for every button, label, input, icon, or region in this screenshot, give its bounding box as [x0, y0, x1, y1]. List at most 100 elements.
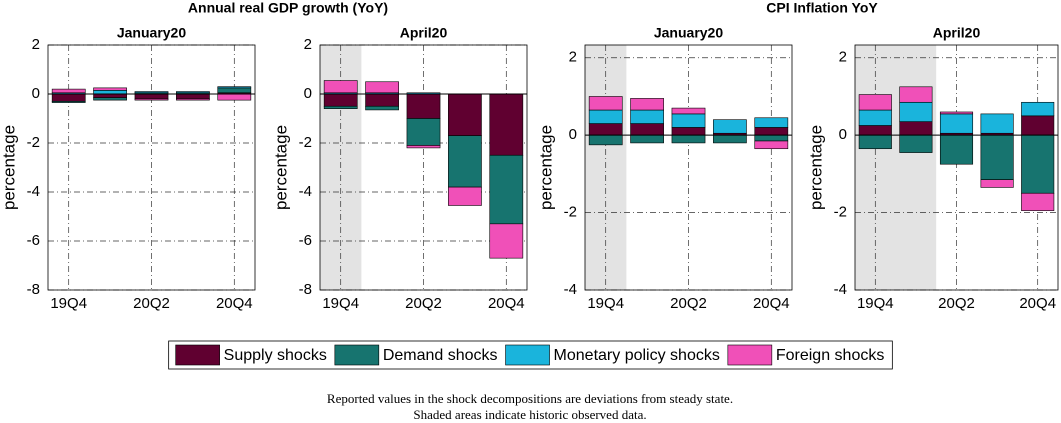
bar-segment	[365, 81, 399, 94]
x-tick-label: 20Q4	[216, 295, 253, 312]
y-axis-label: percentage	[806, 125, 825, 210]
bar-segment	[176, 98, 210, 101]
bar-segment	[939, 111, 974, 115]
bar-segment	[588, 96, 623, 111]
bar-segment	[217, 93, 252, 101]
legend-swatch	[505, 344, 550, 366]
axes-box	[47, 44, 256, 291]
bar-segment	[754, 140, 789, 150]
y-tick-label: 2	[839, 49, 847, 66]
bar-segment	[588, 109, 623, 124]
y-tick-label: 0	[569, 126, 577, 143]
y-tick-label: -4	[299, 183, 312, 200]
bar-segment	[448, 93, 482, 136]
bar-segment	[899, 121, 933, 136]
axes-box	[319, 44, 528, 291]
bar-segment	[134, 91, 169, 94]
chart-title: January20	[654, 25, 723, 41]
axes-box	[854, 44, 1059, 291]
bar-segment	[858, 94, 892, 111]
bar-segment	[713, 134, 747, 144]
bar-segment	[754, 117, 789, 128]
note: Reported values in the shock decompositi…	[327, 391, 733, 406]
bar-segment	[939, 134, 974, 165]
bar-segment	[671, 127, 706, 136]
y-tick-label: -8	[299, 281, 312, 298]
bar-segment	[176, 91, 210, 94]
bar-segment	[980, 179, 1014, 188]
y-tick-label: -2	[564, 204, 577, 221]
x-tick-label: 20Q4	[753, 295, 790, 312]
x-tick-label: 19Q4	[322, 295, 359, 312]
bar-segment	[630, 98, 664, 111]
bar-segment	[93, 87, 127, 91]
bar-segment	[588, 123, 623, 136]
x-tick-label: 19Q4	[587, 295, 624, 312]
bar-segment	[630, 123, 664, 136]
bar-segment	[448, 135, 482, 188]
y-tick-label: 0	[32, 85, 40, 102]
bar-segment	[630, 134, 664, 144]
bar-segment	[858, 134, 892, 150]
axes-box	[584, 44, 793, 291]
x-tick-label: 20Q2	[670, 295, 707, 312]
legend-swatch	[334, 344, 380, 366]
y-axis-label: percentage	[536, 125, 555, 210]
bar-segment	[489, 93, 524, 156]
y-tick-label: -2	[299, 134, 312, 151]
y-tick-label: 2	[304, 36, 312, 53]
y-tick-label: -6	[27, 232, 40, 249]
bar-segment	[134, 98, 169, 101]
group-title: Annual real GDP growth (YoY)	[188, 0, 388, 16]
y-tick-label: -8	[27, 281, 40, 298]
note: Shaded areas indicate historic observed …	[413, 407, 646, 422]
bar-segment	[713, 119, 747, 134]
bar-segment	[323, 93, 358, 107]
bar-segment	[1021, 115, 1055, 136]
x-tick-label: 20Q2	[405, 295, 442, 312]
bar-segment	[754, 134, 789, 142]
bar-segment	[406, 93, 441, 119]
y-tick-label: 0	[304, 85, 312, 102]
bar-segment	[671, 107, 706, 115]
chart-title: January20	[117, 25, 186, 41]
legend-label: Monetary policy shocks	[554, 347, 720, 364]
bar-segment	[1021, 192, 1055, 211]
bar-segment	[489, 223, 524, 259]
x-tick-label: 19Q4	[50, 295, 87, 312]
y-tick-label: -4	[27, 183, 40, 200]
bar-segment	[406, 118, 441, 146]
x-tick-label: 20Q2	[133, 295, 170, 312]
y-tick-label: 0	[839, 126, 847, 143]
group-title: CPI Inflation YoY	[766, 0, 878, 16]
bar-segment	[858, 109, 892, 126]
x-tick-label: 20Q4	[488, 295, 525, 312]
bar-segment	[93, 93, 127, 98]
legend-swatch	[727, 344, 773, 366]
bar-segment	[323, 105, 358, 109]
bar-segment	[1021, 101, 1055, 117]
y-tick-label: -6	[299, 232, 312, 249]
bar-segment	[980, 134, 1014, 180]
bar-segment	[980, 113, 1014, 134]
bar-segment	[217, 86, 252, 89]
legend-swatch	[175, 344, 220, 366]
y-axis-label: percentage	[0, 125, 18, 210]
bar-segment	[939, 113, 974, 134]
shaded-area	[855, 45, 937, 290]
bar-segment	[51, 93, 86, 102]
chart-title: April20	[400, 25, 448, 41]
bar-segment	[365, 93, 399, 107]
bar-segment	[406, 145, 441, 149]
y-tick-label: -2	[834, 204, 847, 221]
bar-segment	[630, 109, 664, 124]
x-tick-label: 20Q4	[1019, 295, 1056, 312]
y-tick-label: -2	[27, 134, 40, 151]
bar-segment	[754, 127, 789, 136]
y-tick-label: 2	[32, 36, 40, 53]
legend: Supply shocks Demand shocks Monetary polic…	[168, 340, 893, 370]
bar-segment	[365, 105, 399, 111]
bar-segment	[51, 101, 86, 103]
